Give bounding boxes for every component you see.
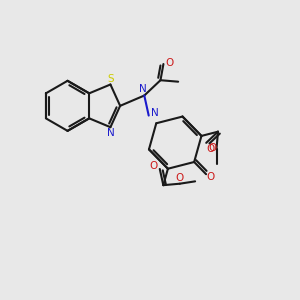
- Text: N: N: [151, 108, 159, 118]
- Text: N: N: [139, 84, 147, 94]
- Text: O: O: [206, 172, 214, 182]
- Text: O: O: [208, 142, 216, 153]
- Text: N: N: [107, 128, 115, 138]
- Text: O: O: [206, 144, 214, 154]
- Text: O: O: [166, 58, 174, 68]
- Text: S: S: [107, 74, 114, 84]
- Text: O: O: [149, 161, 158, 171]
- Text: O: O: [176, 173, 184, 183]
